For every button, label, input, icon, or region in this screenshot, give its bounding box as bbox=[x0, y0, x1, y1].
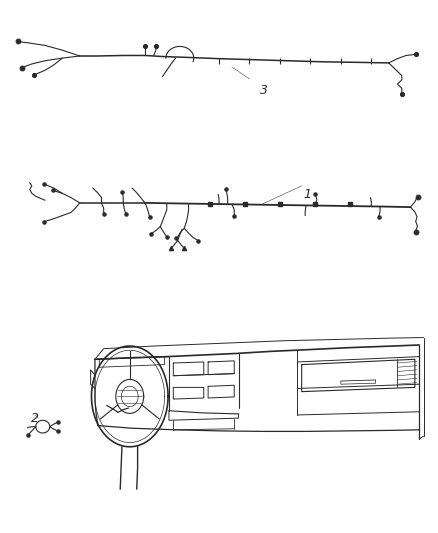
Text: 2: 2 bbox=[31, 413, 39, 425]
Text: 1: 1 bbox=[304, 188, 312, 201]
Text: 3: 3 bbox=[260, 84, 268, 96]
